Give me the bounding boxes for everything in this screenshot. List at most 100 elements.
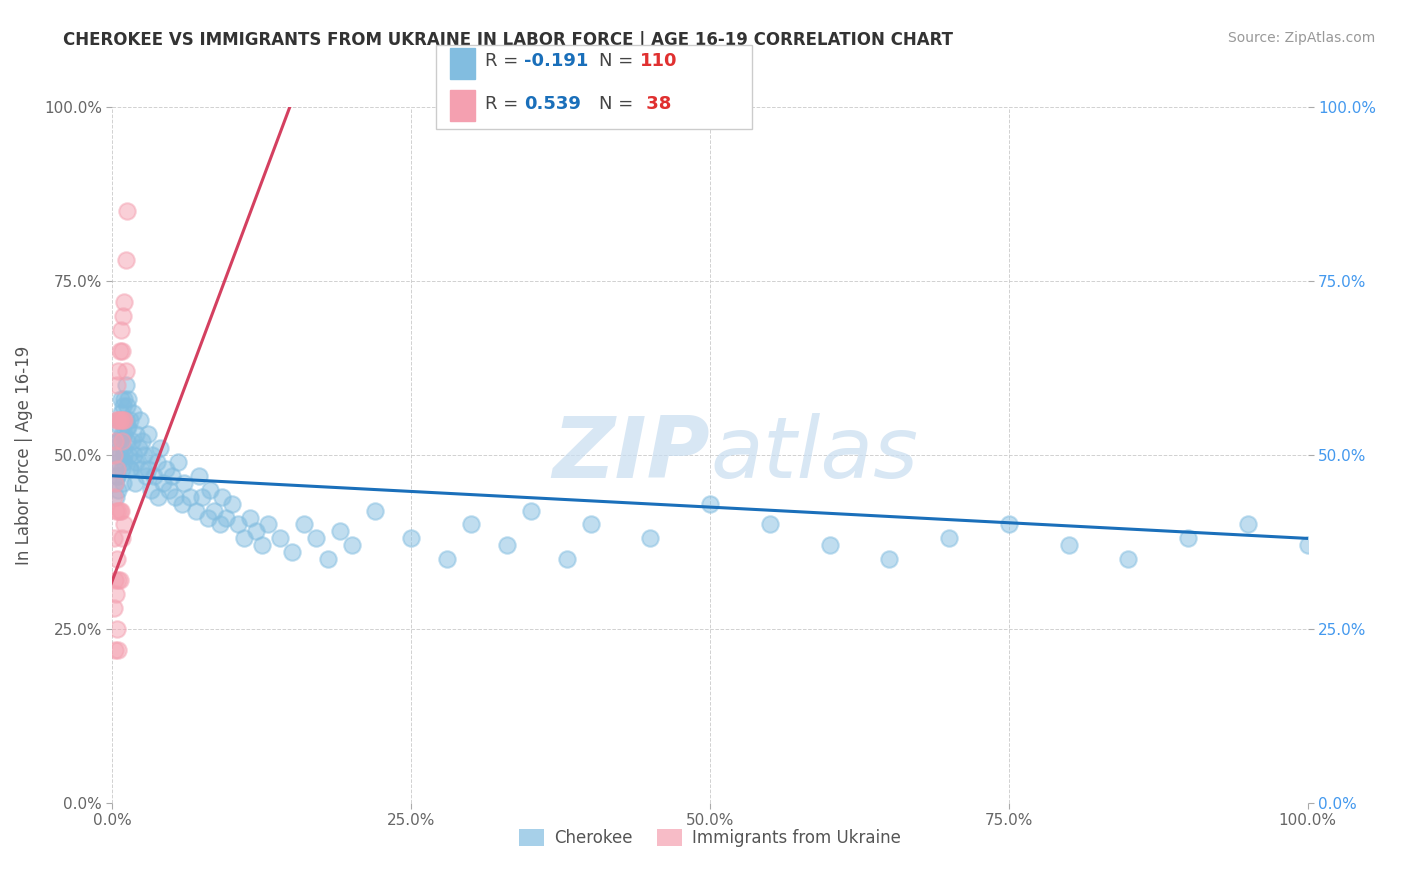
Point [105,490,128,504]
Point [112,413,135,427]
Point [104,475,127,490]
Point [110,434,132,448]
Point [103,490,125,504]
Point [233,532,256,546]
Point [239,510,262,524]
Point [112,475,135,490]
Point [200,483,222,497]
Point [143,468,166,483]
Point [818,538,841,552]
Point [110,413,132,427]
Text: atlas: atlas [710,413,918,497]
Point [110,392,132,407]
Point [117,420,139,434]
Point [112,309,135,323]
Point [135,468,157,483]
Point [114,413,136,427]
Point [105,468,128,483]
Point [364,503,387,517]
Point [152,475,174,490]
Point [114,517,135,532]
Text: 0.539: 0.539 [524,95,581,112]
Point [111,413,134,427]
Point [107,483,129,497]
Point [496,538,519,552]
Point [110,503,132,517]
Point [555,552,578,566]
Text: R =: R = [485,53,524,70]
Point [104,475,127,490]
Point [103,601,125,615]
Point [114,294,135,309]
Point [401,532,423,546]
Text: CHEROKEE VS IMMIGRANTS FROM UKRAINE IN LABOR FORCE | AGE 16-19 CORRELATION CHART: CHEROKEE VS IMMIGRANTS FROM UKRAINE IN L… [63,31,953,49]
Point [125,427,148,442]
Point [108,448,131,462]
Point [305,532,328,546]
Point [125,455,148,469]
Point [245,524,267,539]
Point [155,462,177,476]
Point [112,441,135,455]
Point [138,427,160,442]
Point [114,253,136,268]
Point [759,517,782,532]
Point [114,455,135,469]
Text: 110: 110 [640,53,678,70]
Point [138,462,160,476]
Point [139,483,162,497]
Point [998,517,1021,532]
Point [281,545,304,559]
Point [187,468,209,483]
Point [107,455,129,469]
Text: Source: ZipAtlas.com: Source: ZipAtlas.com [1227,31,1375,45]
Point [105,622,128,636]
Point [107,503,129,517]
Point [103,448,125,462]
Point [108,420,131,434]
Point [129,462,152,476]
Point [179,490,201,504]
Text: R =: R = [485,95,524,112]
Point [107,413,129,427]
Point [197,510,219,524]
Point [167,455,190,469]
Point [111,434,134,448]
Point [105,587,128,601]
Point [114,413,135,427]
Point [132,448,155,462]
Point [108,343,131,358]
Point [209,517,232,532]
Point [257,517,280,532]
Point [107,364,129,378]
Point [149,441,172,455]
Text: -0.191: -0.191 [524,53,589,70]
Point [122,448,145,462]
Point [108,413,131,427]
Point [938,532,960,546]
Point [114,392,135,407]
Point [1237,517,1260,532]
Point [131,434,153,448]
Point [114,378,136,392]
Point [269,532,291,546]
Point [117,392,139,407]
Point [124,475,146,490]
Point [104,434,127,448]
Point [186,503,208,517]
Point [1296,538,1319,552]
Point [579,517,602,532]
Point [105,448,128,462]
Point [145,455,167,469]
Point [141,448,163,462]
Point [157,483,180,497]
Point [105,503,128,517]
Point [115,420,138,434]
Point [1118,552,1140,566]
Point [121,406,143,420]
Point [128,441,150,455]
Point [202,503,225,517]
Point [114,427,135,442]
Point [107,642,129,657]
Point [108,503,131,517]
